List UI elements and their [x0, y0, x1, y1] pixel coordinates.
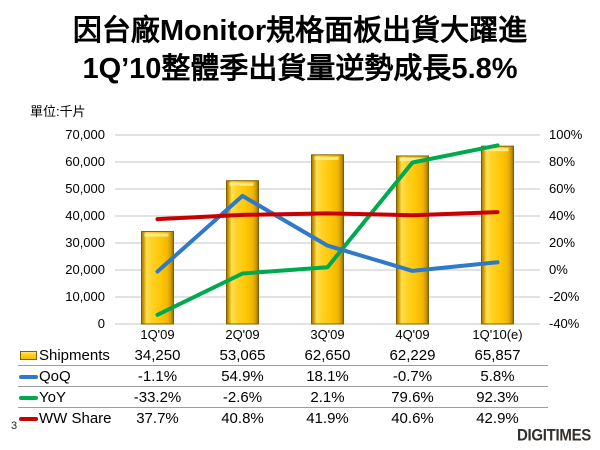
- bar-top-highlight: [144, 233, 169, 237]
- y-axis-tick-left: 60,000: [65, 154, 105, 169]
- digitimes-logo: DIGITIMES: [517, 426, 591, 445]
- line-legend-swatch: [19, 375, 38, 379]
- y-axis-tick-right: 0%: [549, 262, 568, 277]
- yoy-line: [155, 143, 500, 317]
- chart-title-line-1: 因台廠Monitor規格面板出貨大躍進: [72, 15, 528, 47]
- bar-top-highlight: [484, 148, 509, 152]
- y-axis-tick-left: 20,000: [65, 262, 105, 277]
- table-value: 18.1%: [306, 368, 349, 385]
- x-axis-label: 3Q'09: [310, 327, 345, 342]
- page-number: 3: [11, 420, 18, 432]
- trend-lines: [155, 143, 500, 317]
- x-axis-label: 2Q'09: [225, 327, 260, 342]
- table-value: 54.9%: [221, 368, 264, 385]
- y-axis-tick-left: 70,000: [65, 127, 105, 142]
- table-value: 37.7%: [136, 410, 179, 427]
- table-value: 65,857: [474, 347, 521, 364]
- bar-top-highlight: [229, 182, 254, 186]
- chart-title: 因台廠Monitor規格面板出貨大躍進 1Q’10整體季出貨量逆勢成長5.8%: [0, 12, 600, 88]
- row-label: QoQ: [39, 368, 71, 385]
- y-axis-tick-left: 30,000: [65, 235, 105, 250]
- table-value: 62,650: [304, 347, 351, 364]
- table-value: -0.7%: [392, 368, 433, 385]
- row-label: YoY: [39, 389, 66, 406]
- table-row-ww-share: WW Share 37.7% 40.8% 41.9% 40.6% 42.9%: [0, 408, 600, 429]
- y-axis-tick-right: 20%: [549, 235, 576, 250]
- y-axis-tick-left: 0: [97, 316, 105, 331]
- qoq-line: [155, 193, 500, 274]
- shipments-bar: [481, 145, 514, 325]
- table-value: 62,229: [389, 347, 436, 364]
- table-row-shipments: Shipments 34,250 53,065 62,650 62,229 65,857: [0, 345, 600, 366]
- y-axis-tick-left: 40,000: [65, 208, 105, 223]
- line-legend-swatch: [19, 396, 38, 400]
- y-axis-tick-left: 10,000: [65, 289, 105, 304]
- shipments-bars: [141, 145, 514, 325]
- table-value: 53,065: [219, 347, 266, 364]
- row-separator: [18, 365, 548, 366]
- x-axis-label: 1Q'09: [140, 327, 175, 342]
- y-axis-tick-right: 100%: [549, 127, 583, 142]
- table-value: 34,250: [134, 347, 181, 364]
- table-value: -1.1%: [137, 368, 178, 385]
- bar-legend-swatch: [20, 351, 37, 360]
- y-axis-tick-right: -40%: [549, 316, 580, 331]
- bar-top-highlight: [314, 156, 339, 160]
- unit-label: 單位:千片: [30, 104, 86, 119]
- x-axis-label: 1Q'10(e): [472, 327, 523, 342]
- x-axis-label: 4Q'09: [395, 327, 430, 342]
- table-value: 79.6%: [391, 389, 434, 406]
- ww-share-line: [155, 210, 500, 222]
- table-value: 2.1%: [310, 389, 345, 406]
- shipments-bar: [396, 155, 429, 325]
- table-value: 40.8%: [221, 410, 264, 427]
- table-value: 42.9%: [476, 410, 519, 427]
- y-axis-tick-right: 60%: [549, 181, 576, 196]
- y-axis-tick-right: 80%: [549, 154, 576, 169]
- data-table: Shipments 34,250 53,065 62,650 62,229 65,857 Q…: [0, 345, 600, 429]
- bar-top-highlight: [399, 157, 424, 161]
- table-row-qoq: QoQ -1.1% 54.9% 18.1% -0.7% 5.8%: [0, 366, 600, 387]
- table-value: 40.6%: [391, 410, 434, 427]
- table-value: 41.9%: [306, 410, 349, 427]
- table-value: -33.2%: [133, 389, 182, 406]
- row-label: Shipments: [39, 347, 110, 364]
- chart-title-line-2: 1Q’10整體季出貨量逆勢成長5.8%: [82, 53, 518, 85]
- table-value: 92.3%: [476, 389, 519, 406]
- y-axis-tick-right: 40%: [549, 208, 576, 223]
- row-label: WW Share: [39, 410, 112, 427]
- table-value: 5.8%: [480, 368, 515, 385]
- row-separator: [18, 407, 548, 408]
- table-value: -2.6%: [222, 389, 263, 406]
- row-separator: [18, 386, 548, 387]
- line-legend-swatch: [19, 417, 38, 421]
- y-axis-tick-left: 50,000: [65, 181, 105, 196]
- table-row-yoy: YoY -33.2% -2.6% 2.1% 79.6% 92.3%: [0, 387, 600, 408]
- y-axis-tick-right: -20%: [549, 289, 580, 304]
